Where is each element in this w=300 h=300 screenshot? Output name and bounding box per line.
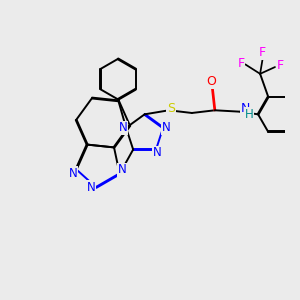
Text: F: F: [259, 46, 266, 59]
Text: O: O: [206, 75, 216, 88]
Text: N: N: [240, 102, 250, 116]
Text: F: F: [238, 56, 245, 70]
Text: N: N: [118, 163, 127, 176]
Text: N: N: [87, 181, 96, 194]
Text: N: N: [118, 121, 127, 134]
Text: S: S: [167, 102, 175, 115]
Text: H: H: [245, 108, 254, 121]
Text: N: N: [153, 146, 162, 159]
Text: F: F: [276, 59, 284, 72]
Text: N: N: [162, 121, 171, 134]
Text: N: N: [69, 167, 77, 180]
